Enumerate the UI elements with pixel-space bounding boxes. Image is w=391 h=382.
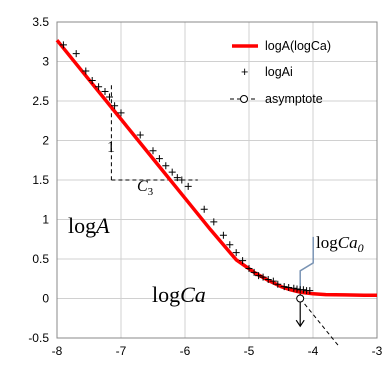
x-tick-label: -6 (180, 344, 191, 358)
data-point-logAi (95, 83, 103, 91)
asymptote-line (299, 298, 339, 347)
data-point-logAi (290, 284, 298, 292)
data-point-logAi (82, 67, 90, 75)
data-point-logAi (226, 241, 234, 249)
points-layer (59, 41, 314, 303)
data-point-logAi (269, 277, 277, 285)
x-tick-label: -4 (308, 344, 319, 358)
data-point-logAi (280, 283, 288, 291)
data-point-logAi (155, 155, 163, 163)
data-point-logAi (219, 231, 227, 239)
y-tick-label: 1 (42, 213, 49, 227)
asymptote-layer (299, 298, 339, 347)
data-point-logAi (178, 176, 186, 184)
data-point-logAi (293, 285, 301, 293)
data-point-logAi (149, 147, 157, 155)
data-point-logAi (117, 109, 125, 117)
y-tick-label: -0.5 (28, 331, 49, 345)
legend-circle-swatch (240, 95, 248, 103)
data-point-logAi (306, 287, 314, 295)
y-tick-label: 2 (42, 134, 49, 148)
annotation-logCa0: logCa0 (316, 233, 364, 255)
data-point-logAi (136, 131, 144, 139)
data-point-logAi (162, 162, 170, 170)
legend: logA(logCa) + logAi asymptote (230, 39, 331, 106)
x-tick-label: -5 (244, 344, 255, 358)
data-point-logAi (59, 41, 67, 49)
plot-frame (56, 21, 378, 339)
annotation-c3: C3 (137, 178, 154, 198)
data-point-logAi (105, 93, 113, 101)
y-tick-label: 2.5 (32, 94, 49, 108)
legend-plus-swatch: + (241, 65, 248, 79)
data-point-logAi (250, 268, 258, 276)
data-point-logAi (232, 249, 240, 257)
data-point-logAi (184, 182, 192, 190)
data-point-logAi (88, 76, 96, 84)
data-point-logAi (111, 102, 119, 110)
y-tick-label: 3 (42, 55, 49, 69)
legend-label-asymptote: asymptote (265, 92, 323, 106)
data-point-logAi (239, 257, 247, 265)
data-point-logAi (200, 205, 208, 213)
x-tick-label: -7 (116, 344, 127, 358)
y-tick-label: 3.5 (32, 15, 49, 29)
data-point-logAi (255, 272, 263, 280)
annotation-logA: logA (68, 213, 110, 238)
annotation-slope-one: 1 (107, 139, 115, 156)
logCa0-arrow-head (295, 319, 305, 328)
y-tick-label: 0 (42, 292, 49, 306)
data-point-logAi (264, 276, 272, 284)
y-tick-label: 1.5 (32, 173, 49, 187)
data-point-logAi (259, 273, 267, 281)
data-point-logAi (274, 280, 282, 288)
asymptote-marker (296, 294, 305, 303)
data-point-logAi (101, 88, 109, 96)
logCa0-callout-line (299, 236, 314, 291)
data-point-logAi (285, 283, 293, 291)
data-point-logAi (245, 264, 253, 272)
y-tick-label: 0.5 (32, 252, 49, 266)
data-point-logAi (173, 174, 181, 182)
data-point-logAi (72, 50, 80, 58)
data-point-logAi (210, 218, 218, 226)
annotation-logCa: logCa (152, 282, 206, 307)
legend-label-curve: logA(logCa) (265, 39, 331, 53)
legend-label-points: logAi (265, 65, 293, 79)
x-tick-label: -3 (372, 344, 383, 358)
x-tick-label: -8 (52, 344, 63, 358)
data-point-logAi (299, 286, 307, 294)
data-point-logAi (168, 168, 176, 176)
tick-labels: -8 -7 -6 -5 -4 -3 -0.5 0 0.5 1 1.5 2 2.5 3 3.5 (28, 15, 382, 358)
